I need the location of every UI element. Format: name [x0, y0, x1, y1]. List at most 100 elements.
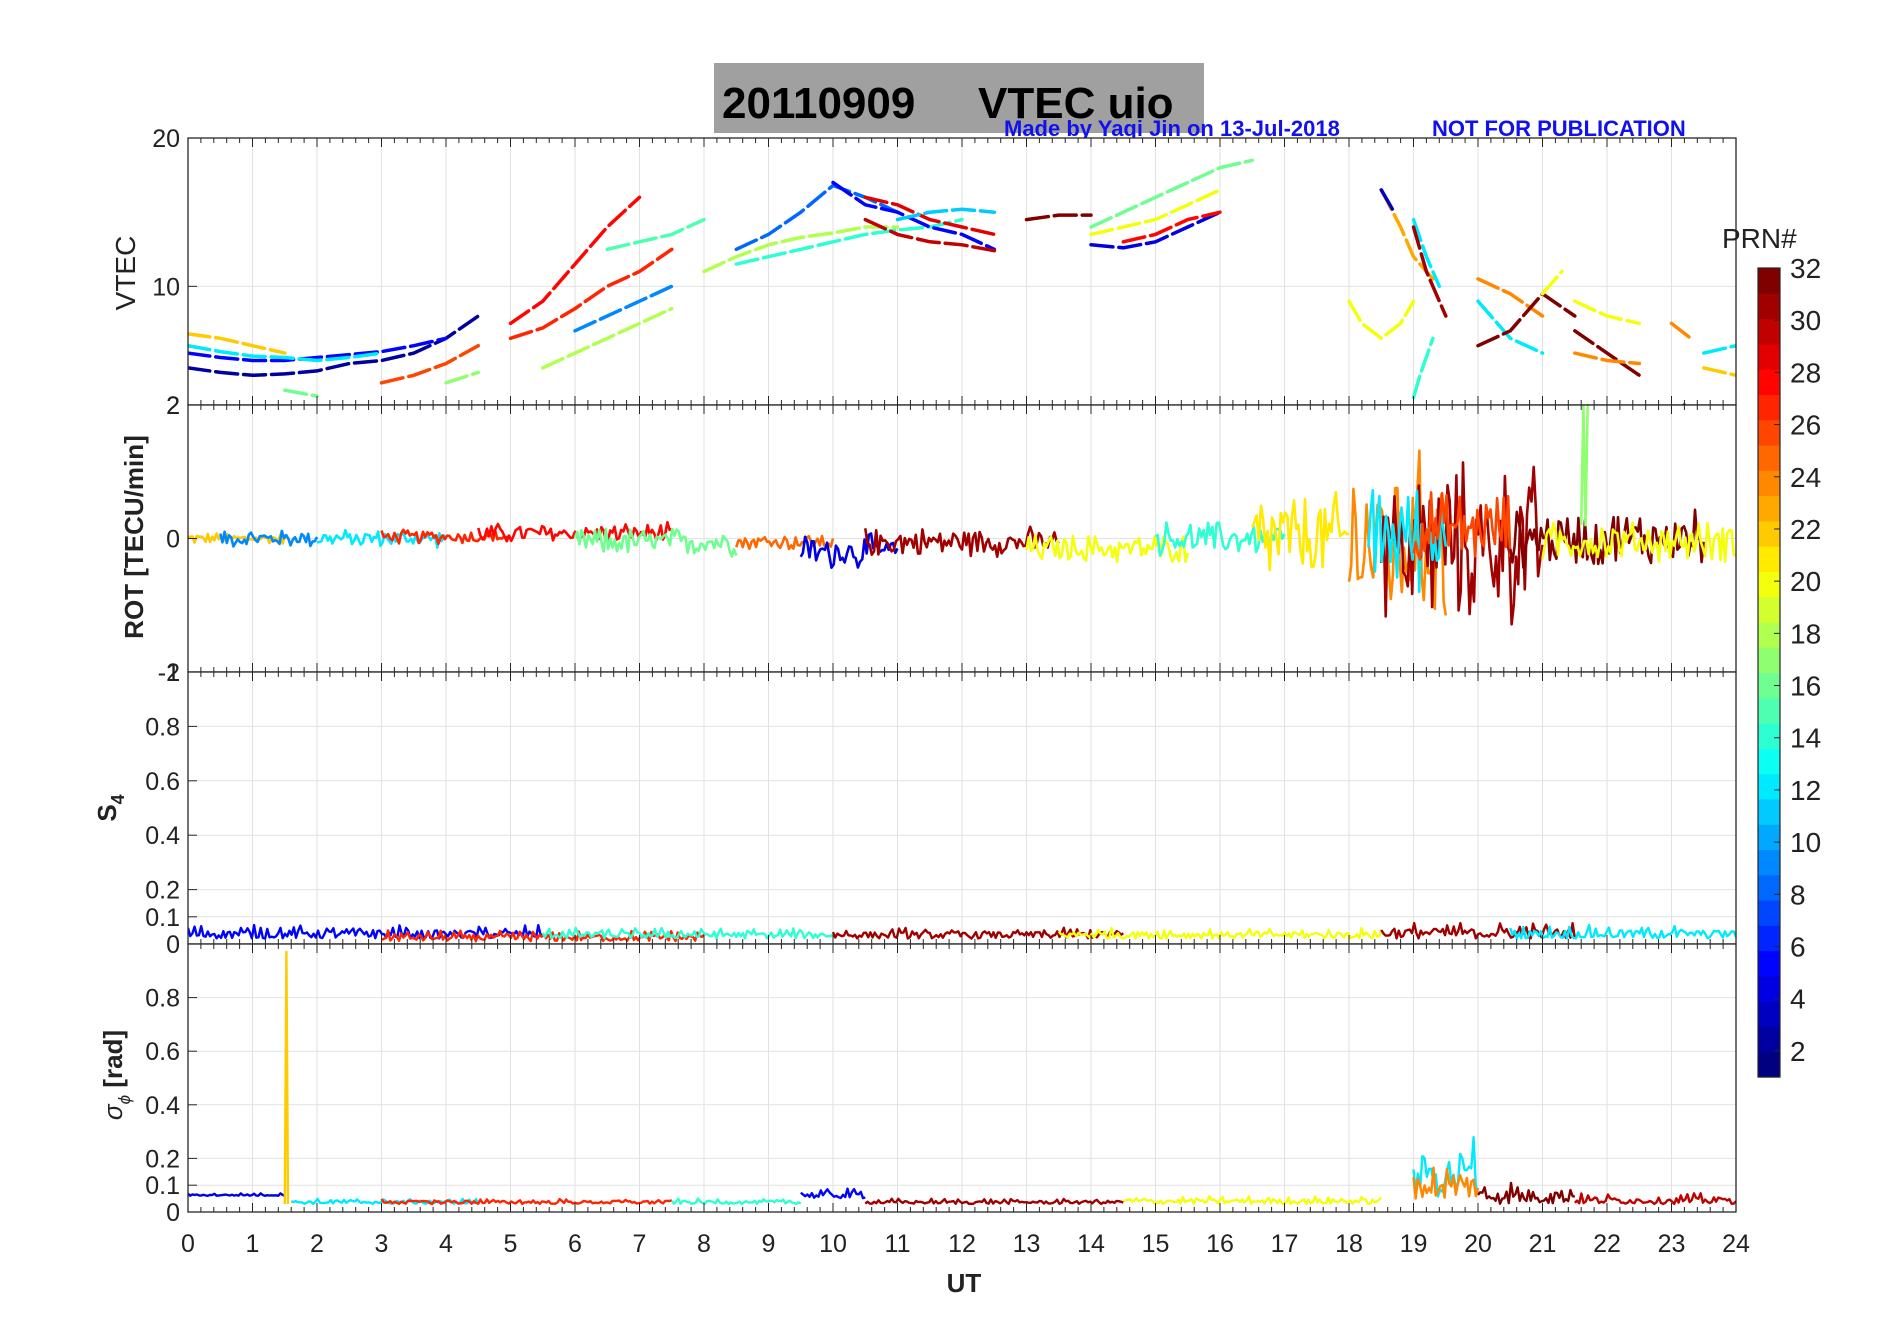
x-tick-label: 1: [246, 1230, 260, 1258]
sigma-panel: σϕ [rad] 0.8 0.6 0.4 0.20.10: [98, 943, 1737, 1227]
colorbar-tick-label: 8: [1790, 879, 1806, 910]
colorbar-segment: [1758, 369, 1780, 396]
colorbar-tick-label: 12: [1790, 775, 1821, 806]
rot-series-prn-24: [1347, 449, 1448, 616]
x-tick-label: 6: [568, 1230, 582, 1258]
sigma-ytick-label: 0.2: [145, 1145, 180, 1173]
colorbar-segment: [1758, 1001, 1780, 1028]
sigma-ytick-label: 0.8: [145, 985, 180, 1013]
x-tick-label: 16: [1206, 1230, 1234, 1258]
credit-text: Made by Yaqi Jin on 13-Jul-2018: [1004, 116, 1340, 141]
sigma-series-prn-24: [1412, 1166, 1480, 1200]
rot-series-group: [188, 405, 1736, 626]
rot-series-prn-26: [1412, 491, 1512, 561]
s4-ytick-label: 0.1: [145, 904, 180, 932]
vtec-series-prn-22: [188, 332, 287, 355]
vtec-series-prn-9: [573, 284, 674, 333]
s4-ytick-label: 0.6: [145, 768, 180, 796]
colorbar-frame: [1757, 267, 1781, 1078]
rot-series-prn-9: [219, 529, 319, 548]
rot-series-prn-25: [735, 534, 835, 551]
vtec-series-prn-31: [1411, 225, 1448, 318]
x-axis-label: UT: [947, 1268, 982, 1298]
colorbar-segment: [1758, 596, 1780, 623]
colorbar-segment: [1758, 419, 1780, 446]
colorbar-segment: [1758, 495, 1780, 522]
colorbar-tick-label: 28: [1790, 357, 1821, 388]
vtec-ytick-label: 20: [152, 125, 180, 153]
vtec-bottom-label: 2: [166, 392, 180, 420]
s4-ytick-label: 0.4: [145, 822, 180, 850]
sigma-series-prn-20: [1122, 1194, 1383, 1206]
rot-series-prn-12: [1367, 488, 1448, 594]
colorbar-segment: [1758, 773, 1780, 800]
colorbar-segment: [1758, 470, 1780, 497]
colorbar-segment: [1758, 1051, 1780, 1078]
x-tick-label: 4: [439, 1230, 453, 1258]
colorbar-tick-label: 30: [1790, 305, 1821, 336]
vtec-series-prn-17: [444, 370, 481, 385]
colorbar-segment: [1758, 621, 1780, 648]
s4-series-prn-5: [188, 923, 544, 940]
sigma-series-prn-31: [864, 1197, 1124, 1206]
x-tick-label: 20: [1464, 1230, 1492, 1258]
vtec-series-prn-15: [605, 217, 706, 252]
vtec-series-prn-30: [863, 217, 997, 253]
colorbar-segment: [1758, 900, 1780, 926]
x-tick-label: 17: [1271, 1230, 1299, 1258]
x-tick-label: 3: [375, 1230, 389, 1258]
x-tick-label: 5: [504, 1230, 518, 1258]
colorbar-segment: [1758, 318, 1780, 345]
colorbar-segment: [1758, 874, 1780, 901]
x-tick-label: 11: [885, 1230, 911, 1258]
colorbar-tick-label: 10: [1790, 827, 1821, 858]
x-tick-label: 8: [697, 1230, 711, 1258]
colorbar-segment: [1758, 697, 1780, 724]
sigma-series-group: [188, 950, 1736, 1206]
x-tick-label: 14: [1077, 1230, 1105, 1258]
s4-ytick-label: 0.2: [145, 877, 180, 905]
x-tick-label: 13: [1013, 1230, 1041, 1258]
vtec-series-prn-12: [1702, 343, 1736, 355]
s4-panel: S4 1 0.8 0.6 0.4 0.20.10: [92, 659, 1737, 959]
colorbar-segment: [1758, 672, 1780, 699]
x-tick-label: 22: [1593, 1230, 1621, 1258]
vtec-series-prn-28: [508, 195, 642, 326]
vtec-series-prn-29: [863, 195, 997, 237]
vtec-panel: VTEC 10 20 2: [110, 125, 1737, 420]
sigma-ytick-label: 0.6: [145, 1038, 180, 1066]
vtec-ylabel: VTEC: [110, 236, 141, 311]
colorbar-segment: [1758, 798, 1780, 825]
x-tick-label: 12: [948, 1230, 976, 1258]
vtec-series-prn-26: [379, 343, 481, 385]
vtec-series-prn-14: [1411, 336, 1435, 400]
vtec-series-prn-24: [1573, 351, 1642, 366]
sigma-ylabel: σϕ [rad]: [98, 1030, 134, 1120]
colorbar-tick-label: 22: [1790, 514, 1821, 545]
sigma-series-prn-32: [1477, 1181, 1576, 1205]
colorbar-tick-label: 20: [1790, 566, 1821, 597]
rot-series-prn-22: [188, 532, 287, 545]
x-tick-label: 18: [1335, 1230, 1363, 1258]
colorbar-segment: [1758, 723, 1780, 749]
x-tick-label: 10: [819, 1230, 847, 1258]
rot-series-prn-21: [1251, 490, 1349, 572]
vtec-series-prn-32: [1476, 291, 1577, 348]
colorbar-segment: [1758, 571, 1780, 598]
colorbar-tick-label: 18: [1790, 618, 1821, 649]
s4-ytick-label: 0: [166, 931, 180, 959]
rot-bottom-label: -1: [158, 659, 180, 687]
vtec-series-prn-12: [1476, 299, 1545, 355]
vtec-series-prn-27: [508, 247, 674, 341]
colorbar-segment: [1758, 268, 1780, 294]
x-tick-label: 7: [633, 1230, 647, 1258]
colorbar-segment: [1758, 394, 1780, 421]
rot-series-prn-14: [1154, 521, 1286, 557]
vtec-series-group: [188, 158, 1736, 405]
x-tick-label: 21: [1529, 1230, 1557, 1258]
rot-series-prn-31: [864, 525, 1060, 559]
colorbar-tick-label: 26: [1790, 410, 1821, 441]
colorbar-segment: [1758, 647, 1780, 674]
colorbar-segment: [1758, 849, 1780, 876]
